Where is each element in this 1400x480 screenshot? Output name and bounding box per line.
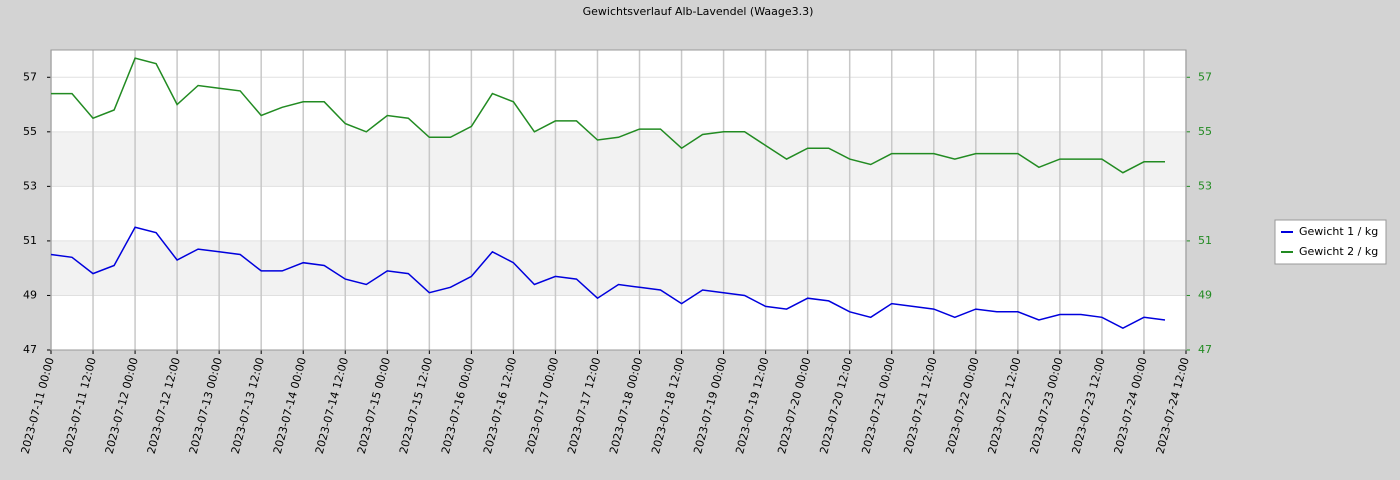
band: [51, 240, 1186, 296]
plot-area: [51, 50, 1186, 350]
y-tick-label: 49: [23, 288, 37, 301]
legend-label: Gewicht 1 / kg: [1299, 225, 1378, 238]
y2-tick-label: 55: [1198, 125, 1212, 138]
y-tick-label: 53: [23, 179, 37, 192]
y-tick-label: 55: [23, 125, 37, 138]
y2-tick-label: 57: [1198, 70, 1212, 83]
data-line: [50, 226, 1166, 330]
y2-tick-label: 51: [1198, 234, 1212, 247]
plot-border: [50, 49, 1187, 351]
y-tick-label: 57: [23, 70, 37, 83]
chart-title: Gewichtsverlauf Alb-Lavendel (Waage3.3): [583, 5, 814, 18]
y2-tick-label: 49: [1198, 288, 1212, 301]
legend-label: Gewicht 2 / kg: [1299, 245, 1378, 258]
y2-tick-label: 53: [1198, 179, 1212, 192]
y2-tick-label: 47: [1198, 343, 1212, 356]
band: [51, 131, 1186, 187]
data-line: [51, 57, 1165, 174]
y-tick-label: 51: [23, 234, 37, 247]
legend-box: [1274, 219, 1387, 265]
y-tick-label: 47: [23, 343, 37, 356]
